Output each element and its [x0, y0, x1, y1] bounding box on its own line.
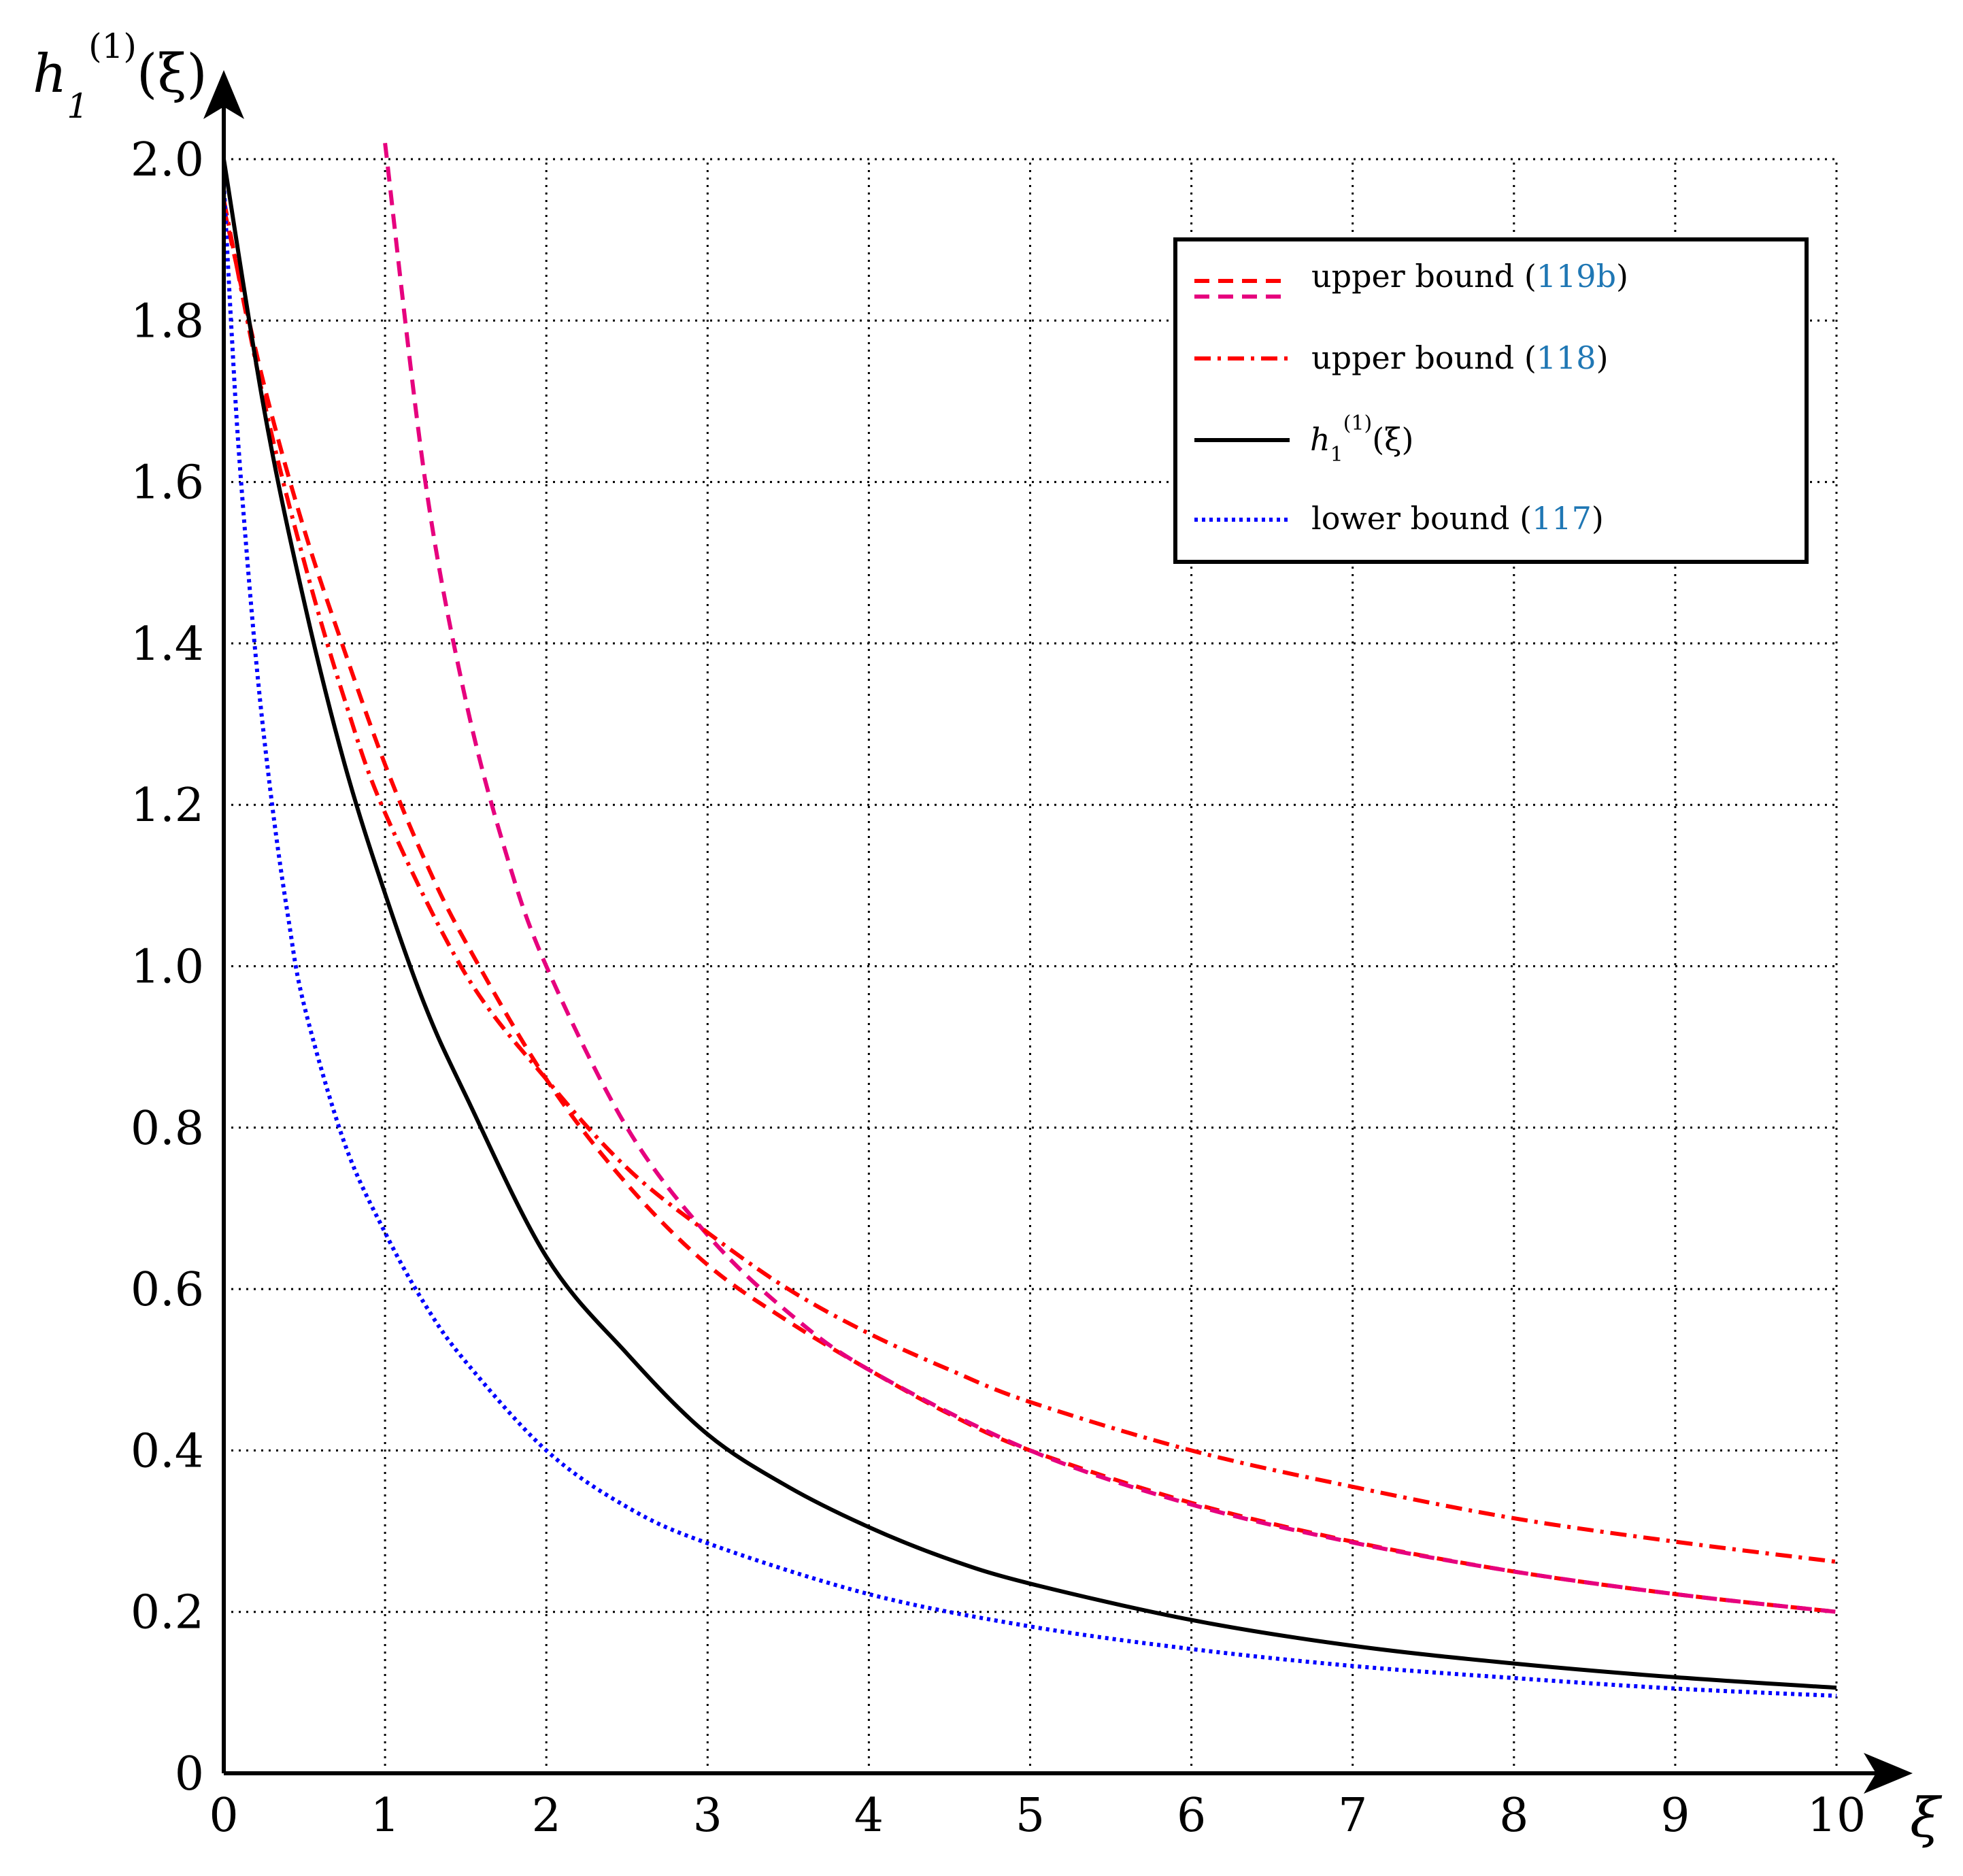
series-line-dashdot-2	[222, 199, 1837, 1564]
x-tick-label: 8	[1499, 1789, 1528, 1843]
x-tick-label: 9	[1660, 1789, 1690, 1843]
legend-label: lower bound (117)	[1311, 500, 1604, 537]
y-tick-label: 1.6	[131, 456, 204, 510]
legend-label: h1(1)(ξ)	[1310, 412, 1413, 467]
x-tick-label: 1	[370, 1789, 399, 1843]
series-line-dotted-4	[222, 183, 1837, 1698]
x-tick-label: 10	[1807, 1789, 1866, 1843]
series-line-solid-3	[222, 158, 1837, 1690]
legend: upper bound (119b) upper bound (118) h1(…	[1173, 237, 1809, 564]
y-tick-label: 1.0	[131, 941, 204, 994]
x-tick-label: 0	[209, 1789, 238, 1843]
x-tick-label: 3	[693, 1789, 722, 1843]
legend-item-lower-bound-117: lower bound (117)	[1194, 500, 1604, 537]
series-line-dashed-0	[222, 207, 1837, 1614]
x-tick-label: 4	[854, 1789, 884, 1843]
x-tick-label: 5	[1016, 1789, 1045, 1843]
x-tick-label: 2	[532, 1789, 561, 1843]
legend-item-h11: h1(1)(ξ)	[1194, 412, 1413, 467]
legend-label: upper bound (118)	[1311, 339, 1609, 376]
x-tick-label: 6	[1177, 1789, 1206, 1843]
y-tick-label: 1.8	[131, 295, 204, 348]
legend-label: upper bound (119b)	[1311, 258, 1628, 295]
legend-box	[1173, 237, 1809, 564]
y-tick-label: 0.2	[131, 1586, 204, 1640]
y-axis-label: h1(1)(ξ)	[33, 27, 207, 126]
y-tick-label: 2.0	[131, 133, 204, 187]
y-tick-label: 1.2	[131, 779, 204, 833]
series-line-dashed-1	[383, 142, 1837, 1614]
axes	[203, 70, 1913, 1794]
y-tick-label: 0.8	[131, 1102, 204, 1156]
tick-labels: 0 1 2 3 4 5 6 7 8 9 10 0 0.2 0.4 0.6 0.8 1.0 1.2 1.4 1.6 1.8…	[131, 133, 1866, 1843]
legend-item-upper-bound-118: upper bound (118)	[1194, 339, 1609, 376]
y-tick-label: 0	[175, 1747, 204, 1801]
y-tick-label: 0.4	[131, 1424, 204, 1478]
y-tick-label: 1.4	[131, 618, 204, 671]
x-tick-label: 7	[1338, 1789, 1367, 1843]
series-layer	[222, 142, 1837, 1698]
legend-item-upper-bound-119b: upper bound (119b)	[1194, 258, 1628, 299]
x-axis-label: ξ	[1910, 1786, 1943, 1849]
y-tick-label: 0.6	[131, 1263, 204, 1317]
